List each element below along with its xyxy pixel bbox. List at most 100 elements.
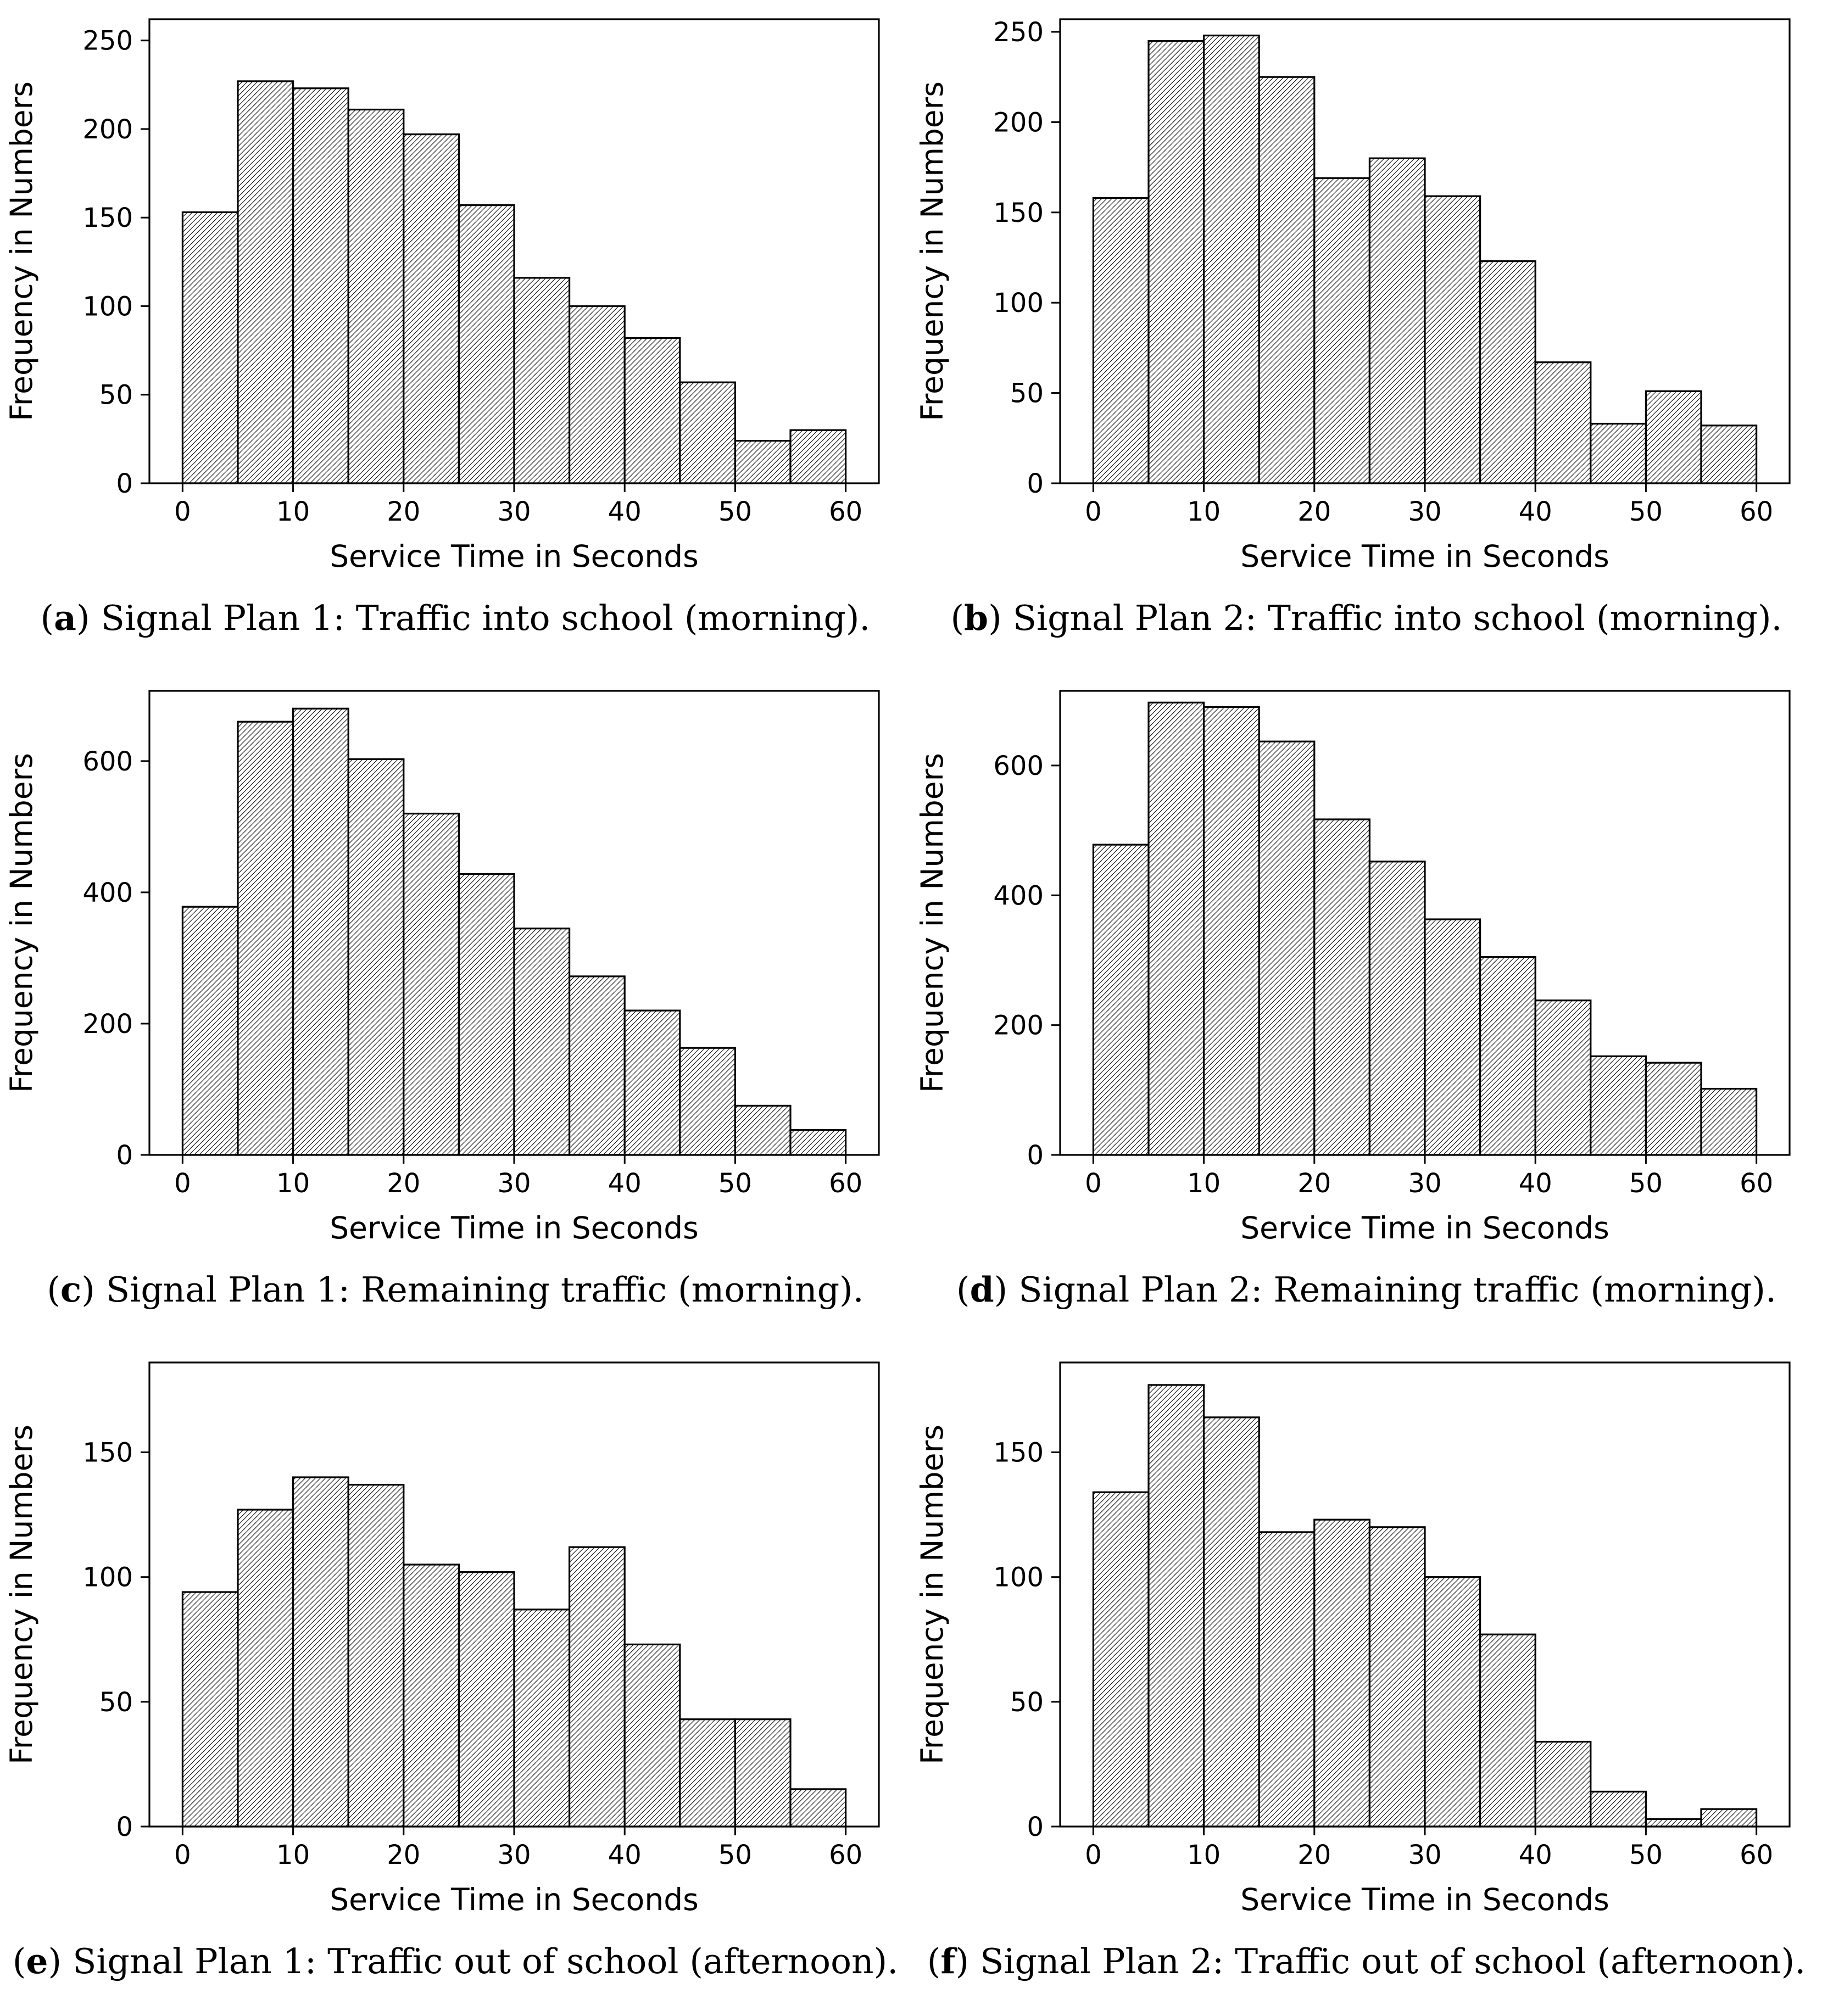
histogram-svg-a: 0 50 100 150 200 250 0 10 20 30 40 50 60 Service Time… <box>4 18 880 574</box>
bar-a-45to50 <box>678 381 736 484</box>
x-tick-label-b: 60 <box>1740 496 1773 527</box>
y-tick-label-a: 50 <box>99 380 132 411</box>
x-tick-label-f: 40 <box>1519 1840 1552 1870</box>
bar-c-35to40 <box>568 975 626 1156</box>
caption-paren-open: ( <box>47 1270 60 1310</box>
bar-b-35to40 <box>1479 260 1536 484</box>
y-tick-label-a: 0 <box>116 468 133 499</box>
caption-paren-close: ) <box>955 1941 969 1981</box>
caption-e: (e) Signal Plan 1: Traffic out of school … <box>13 1941 898 1981</box>
bar-f-30to35 <box>1424 1576 1481 1828</box>
x-tick-label-d: 10 <box>1187 1168 1221 1199</box>
caption-paren-open: ( <box>927 1941 941 1981</box>
bar-f-0to5 <box>1092 1491 1150 1828</box>
caption-paren-open: ( <box>12 1941 26 1981</box>
bar-c-10to15 <box>292 707 349 1156</box>
histogram-chart-a: 0 50 100 150 200 250 0 10 20 30 40 50 60 Service Time… <box>0 5 911 577</box>
x-axis-label-a: Service Time in Seconds <box>330 539 699 574</box>
x-tick-label-f: 20 <box>1297 1840 1331 1870</box>
x-tick-label-b: 50 <box>1629 496 1663 527</box>
bar-a-35to40 <box>568 305 626 484</box>
bar-a-55to60 <box>789 429 846 484</box>
bar-e-40to45 <box>623 1643 681 1828</box>
x-tick-label-d: 20 <box>1297 1168 1331 1199</box>
bar-d-10to15 <box>1202 706 1260 1156</box>
histogram-svg-b: 0 50 100 150 200 250 0 10 20 30 40 50 60 Service Time… <box>915 17 1791 574</box>
y-tick-label-d: 400 <box>993 880 1044 911</box>
bar-d-5to10 <box>1147 701 1205 1156</box>
bar-b-5to10 <box>1147 40 1205 484</box>
caption-d: (d) Signal Plan 2: Remaining traffic (mor… <box>956 1269 1776 1310</box>
histogram-chart-e: 0 50 100 150 0 10 20 30 40 50 60 Service Time in Se… <box>0 1349 911 1920</box>
x-tick-label-a: 10 <box>276 496 310 527</box>
caption-paren-open: ( <box>950 598 965 638</box>
x-tick-label-c: 10 <box>276 1168 310 1199</box>
x-axis-label-c: Service Time in Seconds <box>330 1210 699 1246</box>
bar-d-0to5 <box>1092 844 1150 1156</box>
bar-e-10to15 <box>292 1476 349 1828</box>
x-tick-label-a: 40 <box>608 496 641 527</box>
bar-a-30to35 <box>512 277 570 484</box>
bar-f-40to45 <box>1534 1740 1592 1828</box>
y-tick-label-a: 200 <box>82 114 133 145</box>
x-tick-label-b: 10 <box>1187 496 1221 527</box>
x-tick-label-f: 30 <box>1408 1840 1441 1870</box>
y-tick-label-e: 100 <box>82 1562 133 1593</box>
x-tick-label-a: 50 <box>718 496 751 527</box>
bar-b-0to5 <box>1092 197 1150 484</box>
bar-e-0to5 <box>181 1591 239 1828</box>
x-tick-label-d: 0 <box>1085 1168 1102 1199</box>
caption-paren-close: ) <box>81 1270 95 1310</box>
bar-d-40to45 <box>1534 999 1592 1156</box>
bar-c-25to30 <box>458 873 515 1156</box>
caption-text-e: Signal Plan 1: Traffic out of school (af… <box>73 1941 899 1981</box>
bar-b-55to60 <box>1700 425 1758 484</box>
panel-f: 0 50 100 150 0 10 20 30 40 50 60 Service Time in Se… <box>911 1343 1822 2008</box>
y-tick-label-c: 200 <box>82 1009 133 1040</box>
y-tick-label-b: 250 <box>993 17 1044 48</box>
y-tick-label-f: 0 <box>1027 1812 1044 1842</box>
bar-c-20to25 <box>402 812 460 1156</box>
bar-c-40to45 <box>623 1009 681 1156</box>
x-tick-label-a: 60 <box>829 496 862 527</box>
caption-letter-c: c <box>60 1269 82 1310</box>
y-tick-label-e: 150 <box>82 1438 133 1468</box>
x-tick-label-e: 30 <box>497 1840 531 1870</box>
y-tick-label-a: 100 <box>82 291 133 322</box>
y-tick-label-c: 0 <box>116 1140 133 1171</box>
y-axis-label-e: Frequency in Numbers <box>4 1425 39 1764</box>
x-tick-label-b: 0 <box>1085 496 1102 527</box>
x-tick-label-b: 20 <box>1297 496 1331 527</box>
x-tick-label-f: 50 <box>1629 1840 1663 1870</box>
x-axis-label-d: Service Time in Seconds <box>1240 1210 1609 1246</box>
caption-paren-open: ( <box>956 1270 970 1310</box>
y-axis-label-c: Frequency in Numbers <box>4 753 39 1093</box>
bar-a-15to20 <box>347 108 404 484</box>
x-tick-label-b: 40 <box>1519 496 1552 527</box>
bar-e-30to35 <box>512 1609 570 1828</box>
x-tick-label-c: 50 <box>718 1168 751 1199</box>
x-tick-label-a: 30 <box>497 496 531 527</box>
caption-text-b: Signal Plan 2: Traffic into school (morn… <box>1012 598 1782 638</box>
bar-d-35to40 <box>1479 956 1536 1156</box>
y-tick-label-f: 100 <box>993 1562 1044 1593</box>
bar-e-45to50 <box>678 1718 736 1828</box>
y-tick-label-b: 50 <box>1010 378 1044 409</box>
bar-e-20to25 <box>402 1563 460 1828</box>
bar-e-15to20 <box>347 1484 404 1828</box>
x-axis-label-b: Service Time in Seconds <box>1240 539 1609 574</box>
caption-letter-d: d <box>969 1269 994 1310</box>
y-tick-label-b: 100 <box>993 288 1044 319</box>
histogram-svg-f: 0 50 100 150 0 10 20 30 40 50 60 Service Time in Se… <box>915 1361 1791 1917</box>
bar-f-5to10 <box>1147 1384 1205 1828</box>
bar-b-10to15 <box>1202 34 1260 484</box>
caption-letter-f: f <box>940 1941 956 1981</box>
caption-paren-close: ) <box>48 1941 62 1981</box>
caption-paren-close: ) <box>988 598 1002 638</box>
histogram-chart-f: 0 50 100 150 0 10 20 30 40 50 60 Service Time in Se… <box>911 1349 1822 1920</box>
y-axis-label-a: Frequency in Numbers <box>4 81 39 421</box>
x-tick-label-c: 60 <box>829 1168 862 1199</box>
x-tick-label-b: 30 <box>1408 496 1441 527</box>
caption-text-d: Signal Plan 2: Remaining traffic (mornin… <box>1018 1270 1776 1310</box>
